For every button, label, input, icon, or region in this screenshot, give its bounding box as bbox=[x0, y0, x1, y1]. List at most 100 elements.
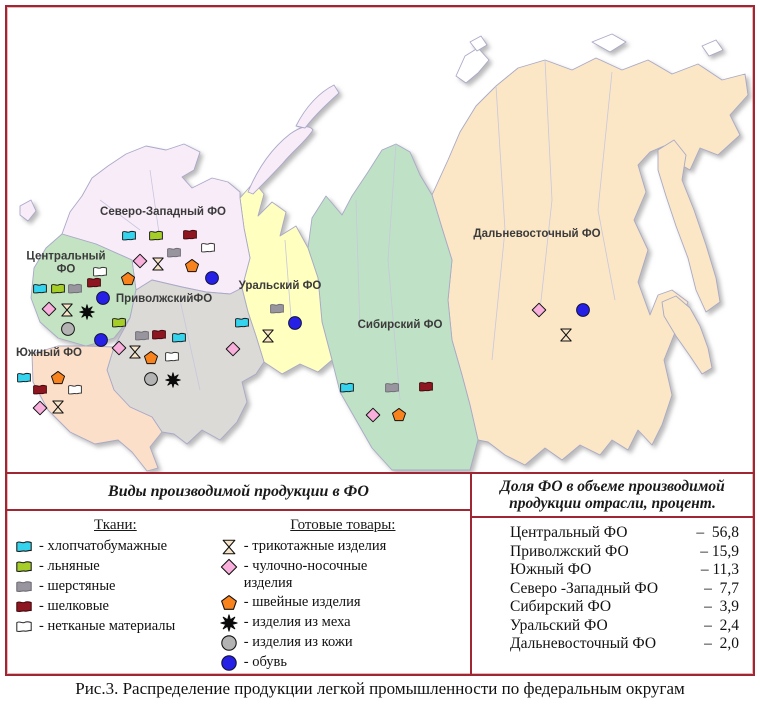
knitwear-icon bbox=[218, 538, 242, 556]
share-table-panel: Доля ФО в объеме производимой продукции … bbox=[472, 474, 753, 674]
district-share-value: – 11,3 bbox=[700, 561, 739, 578]
marker-fur-icon bbox=[165, 372, 181, 388]
region-nw-novaya-zemlya bbox=[247, 126, 314, 195]
marker-wool-icon bbox=[166, 245, 182, 261]
marker-hosiery-icon bbox=[365, 407, 381, 423]
marker-footwear-icon bbox=[93, 332, 109, 348]
marker-hosiery-icon bbox=[225, 341, 241, 357]
marker-knitwear-icon bbox=[50, 399, 66, 415]
region-fareast-kamchatka bbox=[657, 139, 721, 313]
marker-silk-icon bbox=[32, 382, 48, 398]
legend-item-sewing: - швейные изделия bbox=[218, 594, 468, 612]
marker-knitwear-icon bbox=[558, 327, 574, 343]
share-table-row: Приволжский ФО – 15,9 bbox=[510, 543, 739, 562]
marker-knitwear-icon bbox=[127, 344, 143, 360]
marker-cotton-icon bbox=[234, 315, 250, 331]
map-zone: Северо-Западный ФО Центральный ФО Приволжс… bbox=[7, 7, 753, 472]
marker-footwear-icon bbox=[204, 270, 220, 286]
district-share-value: – 2,0 bbox=[704, 635, 739, 652]
legend-item-cotton: - хлопчатобумажные bbox=[13, 538, 218, 556]
region-label-central: Центральный ФО bbox=[26, 250, 106, 276]
district-share-value: – 7,7 bbox=[704, 579, 739, 597]
marker-nonwoven-icon bbox=[200, 240, 216, 256]
legend-item-label: - хлопчатобумажные bbox=[39, 538, 168, 554]
region-label-fareast: Дальневосточный ФО bbox=[473, 227, 601, 240]
nonwoven-icon bbox=[13, 618, 37, 636]
legend-item-label: - обувь bbox=[243, 654, 287, 670]
severnaya-zemlya-island-2 bbox=[469, 35, 488, 52]
district-share-value: – 2,4 bbox=[704, 616, 739, 634]
marker-silk-icon bbox=[418, 379, 434, 395]
share-table-body: Центральный ФО – 56,8 Приволжский ФО – 15,9… bbox=[472, 518, 753, 654]
severnaya-zemlya-island bbox=[455, 47, 490, 84]
district-name: Сибирский ФО bbox=[510, 598, 612, 615]
district-share-value: – 56,8 bbox=[696, 524, 739, 541]
district-name: Северо -Западный ФО bbox=[510, 579, 659, 597]
legend-item-silk: - шелковые bbox=[13, 598, 218, 616]
share-table-row: Сибирский ФО – 3,9 bbox=[510, 598, 739, 617]
legend-item-label: - изделия из меха bbox=[243, 614, 351, 630]
district-share-value: – 15,9 bbox=[700, 542, 739, 560]
legend-item-label: - чулочно-носочные изделия bbox=[243, 558, 368, 591]
region-nw-novaya-zemlya-2 bbox=[295, 84, 340, 129]
marker-cotton-icon bbox=[121, 228, 137, 244]
marker-hosiery-icon bbox=[32, 400, 48, 416]
marker-wool-icon bbox=[269, 301, 285, 317]
legend-title: Виды производимой продукции в ФО bbox=[7, 474, 470, 511]
region-fareast bbox=[431, 57, 749, 466]
legend-body: Ткани: - хлопчатобумажные - льняные - шерс… bbox=[7, 511, 470, 674]
footwear-icon bbox=[218, 654, 242, 672]
marker-cotton-icon bbox=[171, 330, 187, 346]
region-fareast-sakhalin bbox=[661, 295, 713, 375]
legend-item-knitwear: - трикотажные изделия bbox=[218, 538, 468, 556]
share-table-row: Дальневосточный ФО – 2,0 bbox=[510, 635, 739, 654]
marker-leather-icon bbox=[143, 371, 159, 387]
region-label-volga: ПриволжскийФО bbox=[115, 292, 213, 305]
marker-linen-icon bbox=[50, 281, 66, 297]
marker-nonwoven-icon bbox=[164, 349, 180, 365]
marker-leather-icon bbox=[60, 321, 76, 337]
district-name: Южный ФО bbox=[510, 561, 592, 578]
marker-linen-icon bbox=[148, 228, 164, 244]
marker-fur-icon bbox=[79, 304, 95, 320]
legend-column-goods: Готовые товары: - трикотажные изделия - ч… bbox=[218, 515, 468, 674]
share-table-row: Уральский ФО – 2,4 bbox=[510, 617, 739, 636]
share-table-row: Центральный ФО – 56,8 bbox=[510, 524, 739, 543]
legend-item-wool: - шерстяные bbox=[13, 578, 218, 596]
figure-frame: Северо-Западный ФО Центральный ФО Приволжс… bbox=[5, 5, 755, 676]
district-name: Приволжский ФО bbox=[510, 542, 629, 560]
fur-icon bbox=[218, 614, 242, 632]
marker-hosiery-icon bbox=[132, 253, 148, 269]
fabrics-header: Ткани: bbox=[94, 517, 137, 533]
legend-item-label: - нетканые материалы bbox=[39, 618, 176, 634]
marker-wool-icon bbox=[134, 328, 150, 344]
legend-item-label: - швейные изделия bbox=[243, 594, 361, 610]
marker-sewing-icon bbox=[143, 350, 159, 366]
marker-cotton-icon bbox=[32, 281, 48, 297]
marker-hosiery-icon bbox=[41, 301, 57, 317]
marker-sewing-icon bbox=[184, 258, 200, 274]
legend-item-hosiery: - чулочно-носочные изделия bbox=[218, 558, 468, 592]
new-siberian-island bbox=[591, 33, 627, 53]
marker-sewing-icon bbox=[391, 407, 407, 423]
legend-item-label: - трикотажные изделия bbox=[243, 538, 387, 554]
legend-item-linen: - льняные bbox=[13, 558, 218, 576]
marker-nonwoven-icon bbox=[67, 382, 83, 398]
silk-icon bbox=[13, 598, 37, 616]
share-table-row: Южный ФО – 11,3 bbox=[510, 561, 739, 580]
marker-knitwear-icon bbox=[260, 328, 276, 344]
legend-item-label: - льняные bbox=[39, 558, 100, 574]
share-table-title: Доля ФО в объеме производимой продукции … bbox=[472, 474, 753, 518]
sewing-icon bbox=[218, 594, 242, 612]
cotton-icon bbox=[13, 538, 37, 556]
figure-caption: Рис.3. Распределение продукции легкой пр… bbox=[75, 679, 685, 698]
region-label-ural: Уральский ФО bbox=[238, 279, 322, 292]
leather-icon bbox=[218, 634, 242, 652]
marker-sewing-icon bbox=[120, 271, 136, 287]
marker-wool-icon bbox=[67, 281, 83, 297]
marker-knitwear-icon bbox=[59, 302, 75, 318]
district-name: Центральный ФО bbox=[510, 524, 628, 541]
marker-footwear-icon bbox=[95, 290, 111, 306]
marker-hosiery-icon bbox=[111, 340, 127, 356]
goods-list: - трикотажные изделия - чулочно-носочные … bbox=[218, 537, 468, 674]
